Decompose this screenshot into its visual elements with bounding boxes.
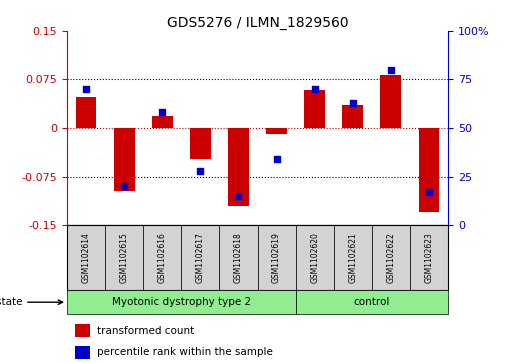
Bar [296,290,448,314]
Bar [181,225,219,290]
Bar [258,225,296,290]
Bar [381,75,401,128]
Text: GSM1102623: GSM1102623 [424,232,434,283]
Bar [152,116,173,128]
Text: GSM1102616: GSM1102616 [158,232,167,283]
Point [234,193,243,199]
Text: disease state: disease state [0,297,63,307]
Bar [342,105,363,128]
Bar [190,128,211,159]
Bar [304,90,325,128]
Text: GSM1102619: GSM1102619 [272,232,281,283]
Point [311,86,319,92]
Point [82,86,90,92]
Text: Myotonic dystrophy type 2: Myotonic dystrophy type 2 [112,297,251,307]
Bar [76,97,96,128]
Text: GSM1102620: GSM1102620 [310,232,319,283]
Bar [372,225,410,290]
Bar [105,225,143,290]
Text: GSM1102614: GSM1102614 [81,232,91,283]
Bar [67,290,296,314]
Bar [75,324,90,337]
Text: GSM1102621: GSM1102621 [348,232,357,283]
Text: transformed count: transformed count [97,326,195,336]
Point [349,100,357,106]
Text: GSM1102617: GSM1102617 [196,232,205,283]
Title: GDS5276 / ILMN_1829560: GDS5276 / ILMN_1829560 [167,16,348,30]
Bar [67,225,105,290]
Text: percentile rank within the sample: percentile rank within the sample [97,347,273,358]
Point [196,168,204,174]
Bar [334,225,372,290]
Text: GSM1102615: GSM1102615 [119,232,129,283]
Bar [75,346,90,359]
Point [120,183,128,189]
Text: GSM1102618: GSM1102618 [234,232,243,283]
Point [158,110,166,115]
Bar [228,128,249,205]
Bar [266,128,287,134]
Text: control: control [354,297,390,307]
Bar [114,128,134,191]
Point [387,67,395,73]
Bar [410,225,448,290]
Point [272,156,281,162]
Bar [143,225,181,290]
Text: GSM1102622: GSM1102622 [386,232,396,283]
Bar [219,225,258,290]
Bar [296,225,334,290]
Bar [419,128,439,212]
Point [425,189,433,195]
